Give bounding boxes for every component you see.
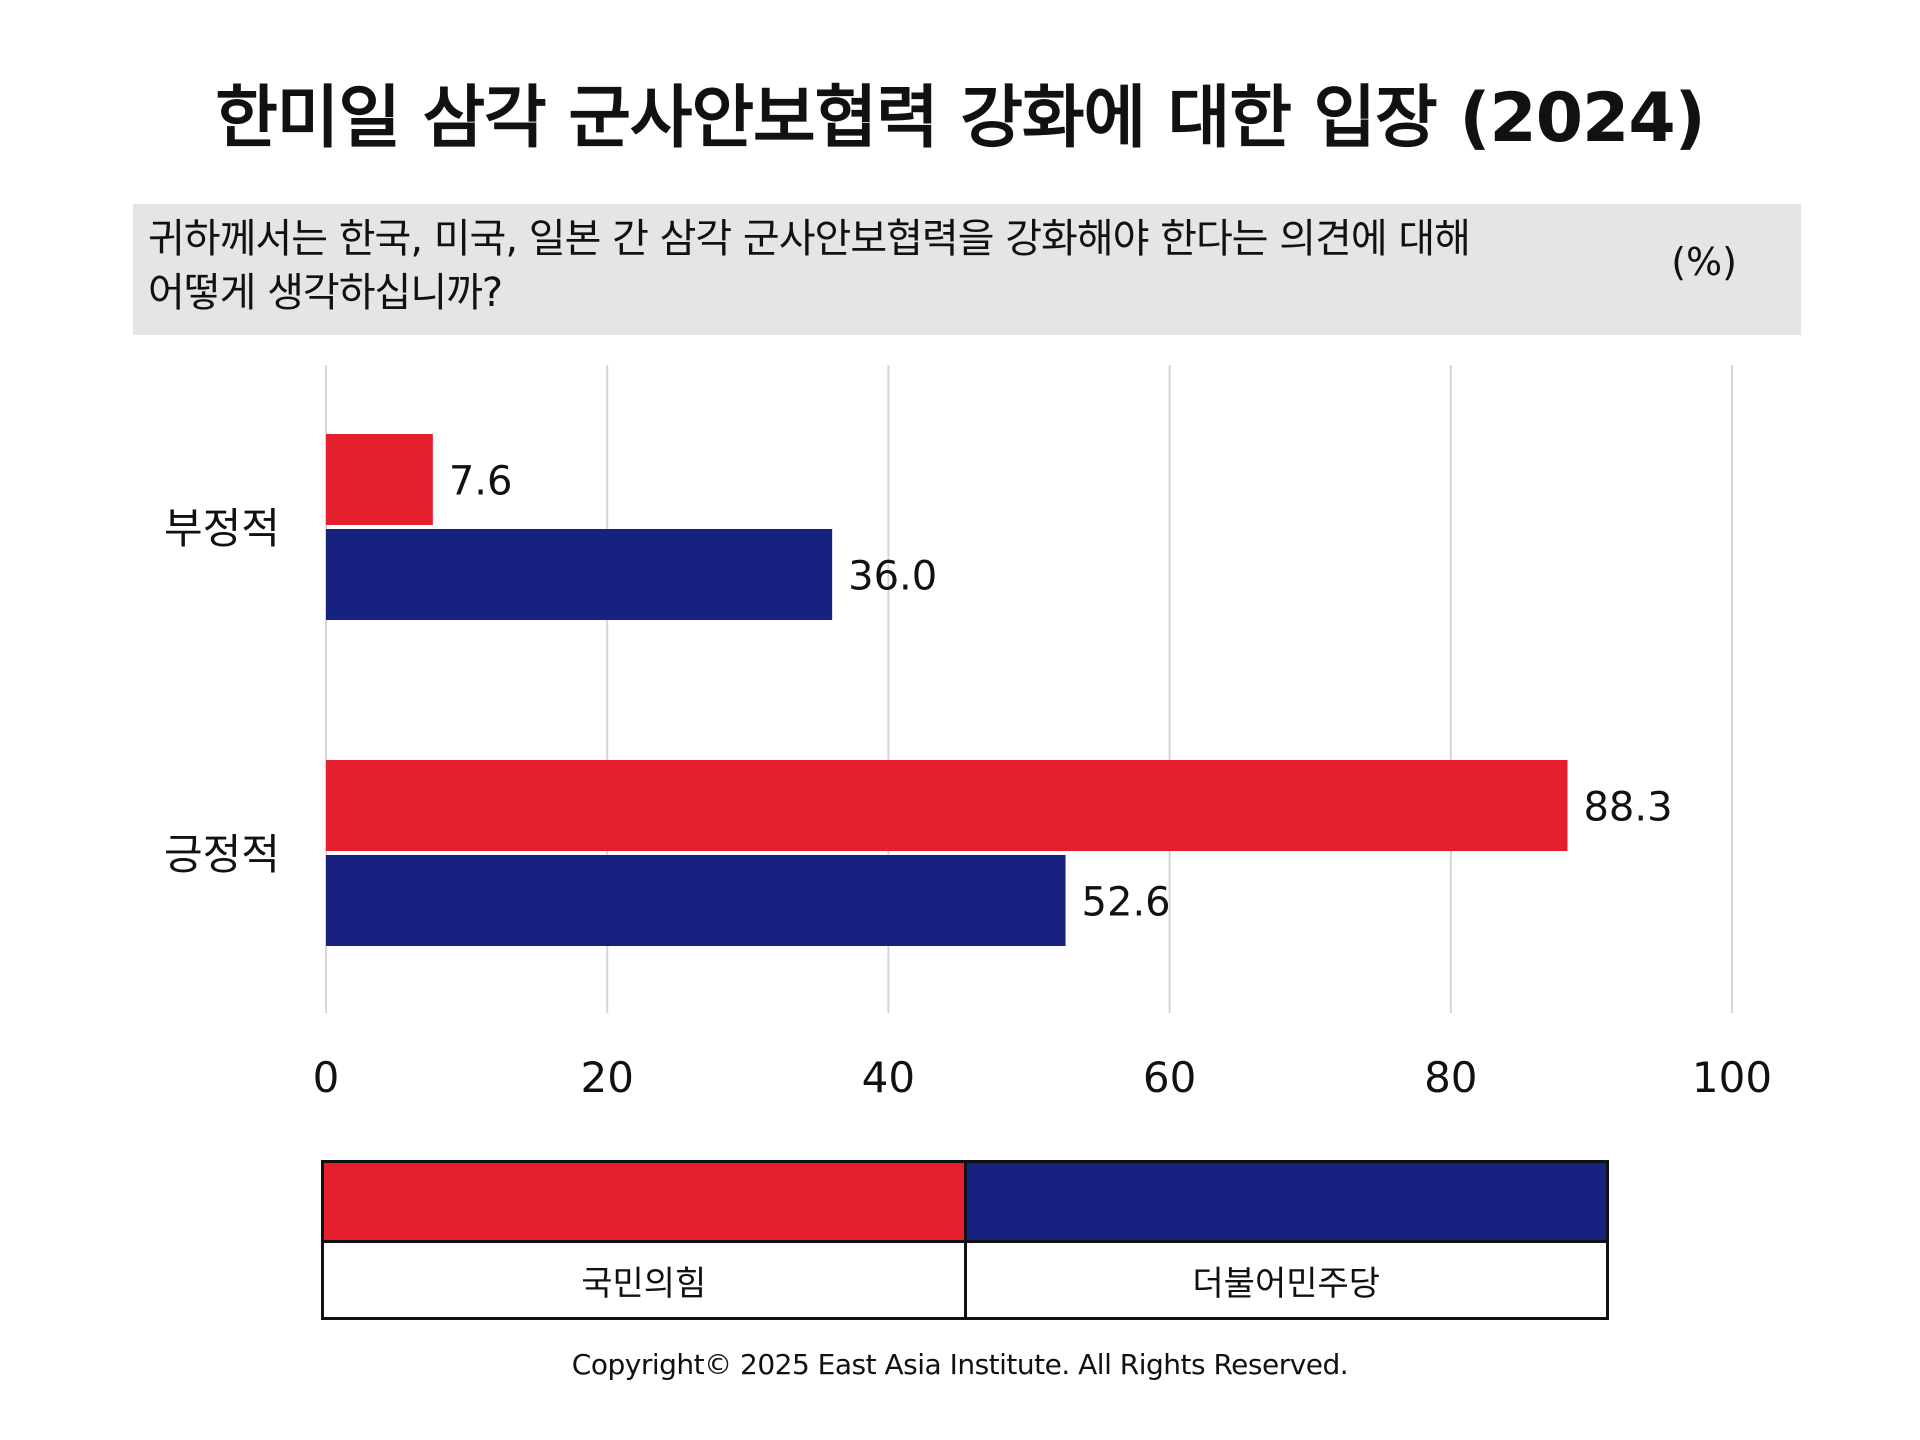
category-label: 긍정적 bbox=[164, 830, 280, 879]
labels: 0 20 40 60 80 100 부정적 7.6 36.0 긍정적 88.3 52.6 bbox=[164, 459, 1772, 1103]
data-label: 88.3 bbox=[1583, 785, 1672, 831]
x-tick-label: 80 bbox=[1424, 1053, 1477, 1102]
x-tick-label: 40 bbox=[862, 1053, 915, 1102]
question-text: 귀하께서는 한국, 미국, 일본 간 삼각 군사안보협력을 강화해야 한다는 의… bbox=[148, 212, 1628, 320]
data-label: 36.0 bbox=[848, 554, 937, 600]
question-line-2: 어떻게 생각하십니까? bbox=[148, 270, 503, 316]
legend: 국민의힘 더불어민주당 bbox=[321, 1160, 1609, 1320]
x-tick-label: 0 bbox=[313, 1053, 340, 1102]
bars bbox=[326, 434, 1568, 946]
question-box: 귀하께서는 한국, 미국, 일본 간 삼각 군사안보협력을 강화해야 한다는 의… bbox=[133, 204, 1801, 335]
legend-item-ppp: 국민의힘 bbox=[324, 1163, 964, 1317]
bar-dpk-1 bbox=[326, 855, 1066, 946]
question-line-1: 귀하께서는 한국, 미국, 일본 간 삼각 군사안보협력을 강화해야 한다는 의… bbox=[148, 216, 1471, 262]
legend-label-ppp: 국민의힘 bbox=[581, 1263, 707, 1304]
copyright: Copyright© 2025 East Asia Institute. All… bbox=[571, 1348, 1349, 1381]
bar-dpk-0 bbox=[326, 529, 833, 620]
bar-ppp-1 bbox=[326, 760, 1568, 851]
unit-label: (%) bbox=[1671, 240, 1737, 284]
legend-swatch-ppp bbox=[324, 1163, 964, 1243]
legend-label-dpk: 더불어민주당 bbox=[1192, 1263, 1381, 1304]
x-tick-label: 60 bbox=[1143, 1053, 1196, 1102]
data-label: 52.6 bbox=[1082, 880, 1171, 926]
category-label: 부정적 bbox=[164, 504, 280, 553]
legend-item-dpk: 더불어민주당 bbox=[963, 1163, 1606, 1317]
grid-lines bbox=[325, 365, 1733, 1013]
bar-ppp-0 bbox=[326, 434, 433, 525]
data-label: 7.6 bbox=[449, 459, 513, 505]
chart-title: 한미일 삼각 군사안보협력 강화에 대한 입장 (2024) bbox=[215, 79, 1706, 158]
x-tick-label: 100 bbox=[1692, 1053, 1772, 1102]
x-tick-label: 20 bbox=[580, 1053, 633, 1102]
bar-chart: 0 20 40 60 80 100 부정적 7.6 36.0 긍정적 88.3 52.6 bbox=[164, 365, 1772, 1103]
legend-swatch-dpk bbox=[966, 1163, 1606, 1243]
